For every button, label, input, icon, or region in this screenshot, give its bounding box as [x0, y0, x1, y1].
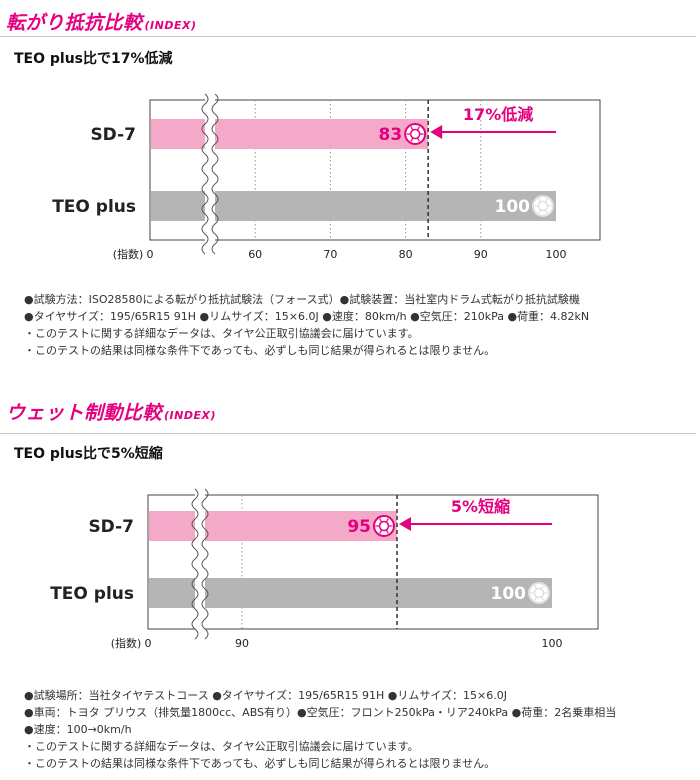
section-subtitle: TEO plus比で17%低減: [14, 51, 173, 67]
section-title: ウェット制動比較 (INDEX): [6, 402, 216, 424]
tick-label: 70: [323, 248, 337, 261]
section-subtitle: TEO plus比で5%短縮: [14, 446, 163, 462]
tick-label: 90: [474, 248, 488, 261]
annotation-text: 5%短縮: [451, 497, 510, 516]
axis-break-line: [201, 93, 209, 255]
bar: [149, 578, 552, 608]
tire-icon: [532, 195, 554, 217]
tire-spoke: [538, 198, 542, 203]
tire-spoke: [410, 126, 414, 131]
tire-spoke: [544, 209, 548, 214]
note-line: ・このテストに関する詳細なデータは、タイヤ公正取引協議会に届けています。: [24, 327, 419, 340]
note-line: ●試験場所：当社タイヤテストコース ●タイヤサイズ：195/65R15 91H …: [24, 689, 507, 702]
wet-braking-section: ウェット制動比較 (INDEX) TEO plus比で5%短縮 SD-7 95 TEO…: [0, 390, 700, 780]
value-label: 83: [378, 125, 402, 145]
annotation-arrow-head: [430, 125, 443, 139]
tire-spoke: [385, 518, 389, 523]
tire-spoke: [379, 518, 383, 523]
tire-spoke: [538, 209, 542, 214]
axis-break-gap: [205, 99, 215, 241]
rolling-resistance-chart: SD-7 83 TEO plus 100 17%低減 (指数) 0 60 70 80 90 100: [52, 93, 601, 261]
bar: [151, 191, 556, 221]
test-notes: ●試験場所：当社タイヤテストコース ●タイヤサイズ：195/65R15 91H …: [24, 687, 690, 772]
rolling-resistance-section: 転がり抵抗比較 (INDEX) TEO plus比で17%低減 SD-7 83 TEO…: [0, 0, 700, 380]
value-label: 95: [347, 517, 371, 537]
axis-break-line: [191, 488, 199, 640]
note-line: ・このテストに関する詳細なデータは、タイヤ公正取引協議会に届けています。: [24, 740, 419, 753]
tire-outer: [528, 582, 550, 604]
tick-label: 60: [248, 248, 262, 261]
wet-braking-chart: SD-7 95 TEO plus 100 5%短縮 (指数) 0 90 100: [50, 488, 599, 650]
tire-outer: [373, 515, 395, 537]
divider: [0, 433, 696, 434]
tire-outer: [404, 123, 427, 145]
tire-spoke: [540, 585, 544, 590]
note-line: ・このテストの結果は同様な条件下であっても、必ずしも同じ結果が得られるとは限りま…: [24, 757, 496, 770]
tick-label: 100: [546, 248, 567, 261]
tick-label: 90: [235, 637, 249, 650]
divider: [0, 36, 696, 37]
tire-spoke: [534, 596, 538, 601]
category-label: TEO plus: [50, 584, 134, 604]
category-label: TEO plus: [52, 197, 136, 217]
tire-outer: [532, 195, 554, 217]
tire-icon: [528, 582, 550, 604]
tire-spoke: [540, 596, 544, 601]
test-notes: ●試験方法：ISO28580による転がり抵抗試験法（フォース式）●試験装置：当社…: [24, 291, 690, 359]
tire-spoke: [544, 198, 548, 203]
tick-label: 0: [147, 248, 154, 261]
note-line: ●試験方法：ISO28580による転がり抵抗試験法（フォース式）●試験装置：当社…: [24, 293, 580, 306]
tire-icon: [373, 515, 395, 537]
tick-label: 100: [542, 637, 563, 650]
x-axis-label: (指数): [113, 247, 144, 261]
axis-break-gap: [195, 494, 205, 630]
x-axis-label: (指数): [111, 636, 142, 650]
category-label: SD-7: [88, 517, 134, 537]
tire-spoke: [385, 529, 389, 534]
tire-icon: [404, 123, 427, 145]
annotation-arrow-head: [399, 517, 411, 531]
tick-label: 80: [399, 248, 413, 261]
tire-spoke: [410, 137, 414, 142]
axis-break-line: [201, 488, 209, 640]
value-label: 100: [495, 197, 531, 217]
tick-label: 0: [145, 637, 152, 650]
bar: [151, 119, 429, 149]
note-line: ●車両：トヨタ プリウス（排気量1800cc、ABS有り）●空気圧：フロント25…: [24, 706, 617, 719]
annotation-text: 17%低減: [463, 105, 533, 124]
axis-break-line: [211, 93, 219, 255]
category-label: SD-7: [90, 125, 136, 145]
bar: [149, 511, 397, 541]
section-title: 転がり抵抗比較 (INDEX): [6, 12, 197, 34]
tire-spoke: [534, 585, 538, 590]
note-line: ●タイヤサイズ：195/65R15 91H ●リムサイズ：15×6.0J ●速度…: [24, 310, 590, 323]
tire-spoke: [416, 126, 420, 131]
value-label: 100: [491, 584, 527, 604]
tire-spoke: [379, 529, 383, 534]
note-line: ●速度：100→0km/h: [24, 723, 132, 736]
note-line: ・このテストの結果は同様な条件下であっても、必ずしも同じ結果が得られるとは限りま…: [24, 344, 496, 357]
tire-spoke: [416, 137, 420, 142]
